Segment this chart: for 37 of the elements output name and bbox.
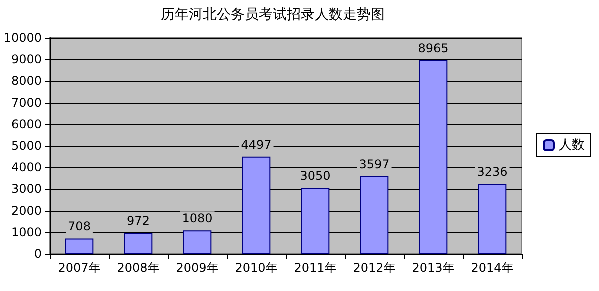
x-tick-label: 2010年 <box>235 261 278 275</box>
data-label: 3236 <box>477 165 508 180</box>
x-tick-label: 2008年 <box>117 261 160 275</box>
bar <box>478 184 507 254</box>
data-label: 8965 <box>418 41 449 56</box>
y-tick-label: 4000 <box>11 160 42 175</box>
chart-title: 历年河北公务员考试招录人数走势图 <box>161 7 385 23</box>
data-label: 4497 <box>241 138 272 152</box>
bar <box>301 188 330 254</box>
bar <box>242 156 271 254</box>
y-tick-label: 3000 <box>11 182 42 196</box>
bar <box>183 230 212 254</box>
y-tick-label: 0 <box>34 247 42 261</box>
bar <box>65 238 94 254</box>
y-tick-label: 1000 <box>11 225 42 240</box>
y-tick-label: 7000 <box>11 96 42 110</box>
x-tick-label: 2009年 <box>176 261 219 275</box>
data-label: 1080 <box>182 212 213 226</box>
y-tick-label: 5000 <box>11 139 42 153</box>
bar <box>360 176 389 254</box>
y-tick-label: 10000 <box>4 31 42 45</box>
y-tick-label: 2000 <box>11 204 42 218</box>
data-label: 3050 <box>300 169 331 184</box>
bar <box>124 233 153 254</box>
x-tick-label: 2007年 <box>58 261 101 275</box>
legend-label: 人数 <box>559 138 585 153</box>
y-tick-label: 8000 <box>11 74 42 88</box>
x-tick-label: 2014年 <box>471 261 514 275</box>
bar <box>419 60 448 254</box>
data-label: 3597 <box>359 157 390 172</box>
y-tick-label: 6000 <box>11 117 42 132</box>
data-label: 708 <box>68 220 91 234</box>
x-tick-label: 2013年 <box>412 261 455 275</box>
data-label: 972 <box>127 214 150 228</box>
x-tick-label: 2012年 <box>353 261 396 275</box>
x-tick-label: 2011年 <box>294 261 337 275</box>
y-tick-label: 9000 <box>11 52 42 67</box>
